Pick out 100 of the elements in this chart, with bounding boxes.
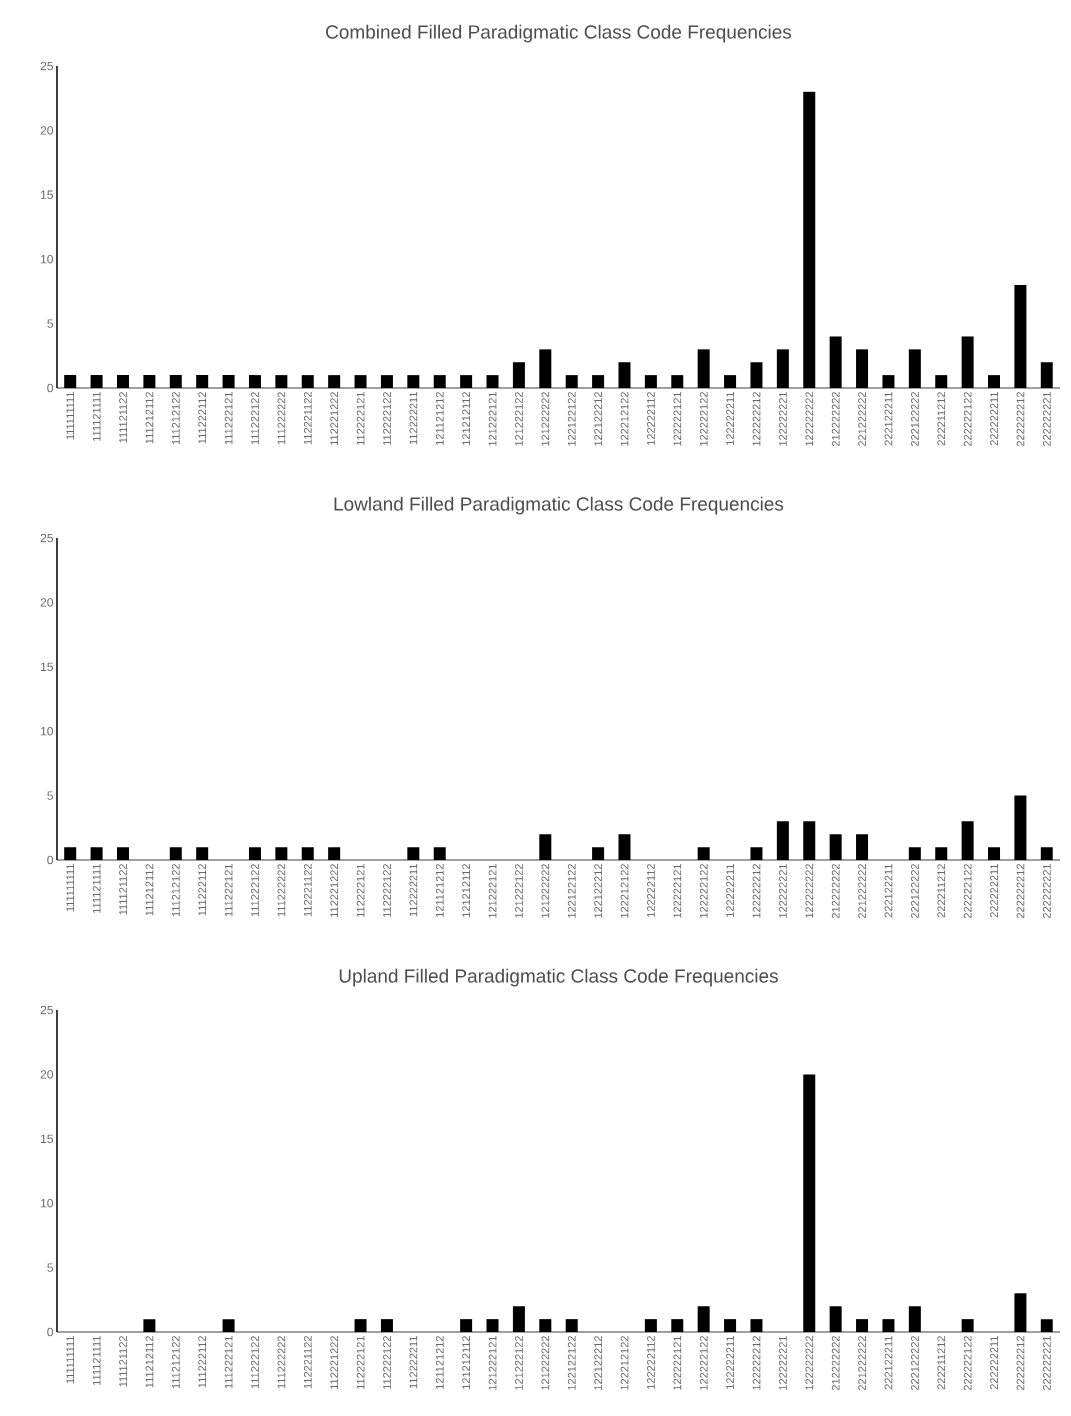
y-tick-label: 25 <box>40 533 53 543</box>
x-tick-label: 122122122 <box>567 1336 576 1390</box>
bar <box>222 1319 235 1333</box>
x-tick-label: 111111111 <box>66 1336 74 1384</box>
x-tick-label: 121222122 <box>515 392 523 446</box>
x-tick-label: 121222222 <box>541 864 550 918</box>
bar <box>856 834 869 861</box>
bar <box>961 336 974 388</box>
bar <box>908 847 921 861</box>
x-tick-label: 122222121 <box>673 392 682 446</box>
bar <box>486 1319 499 1333</box>
bar <box>64 847 77 861</box>
bar <box>90 375 103 388</box>
bar <box>776 349 789 388</box>
x-tick-label: 111222112 <box>198 392 207 444</box>
x-tick-label: 221222222 <box>858 864 866 919</box>
x-tick-label: 111222222 <box>277 864 286 917</box>
bar <box>143 1319 156 1333</box>
x-tick-label: 111212112 <box>145 1336 154 1388</box>
x-tick-label: 222211212 <box>937 1336 946 1390</box>
bar <box>248 375 261 388</box>
x-tick-label: 122222222 <box>805 1336 814 1390</box>
bar <box>460 1319 473 1333</box>
x-tick-label: 221222222 <box>858 392 866 447</box>
x-tick-label: 112222122 <box>383 1336 391 1389</box>
x-tick-label: 112221222 <box>330 864 338 917</box>
bar <box>512 1306 525 1333</box>
x-tick-label: 111111111 <box>66 864 74 912</box>
bar <box>1040 362 1053 388</box>
y-tick-label: 5 <box>47 1263 53 1272</box>
x-tick-label: 111212122 <box>171 864 180 917</box>
bar <box>407 375 420 388</box>
x-tick-label: 112222211 <box>409 1336 418 1389</box>
x-tick-label: 112221222 <box>330 1336 338 1389</box>
bar <box>328 847 341 861</box>
bar <box>539 1319 552 1333</box>
x-tick-label: 222222211 <box>990 864 998 918</box>
x-tick-label: 122222222 <box>805 392 814 446</box>
x-tick-label: 122212122 <box>620 864 629 918</box>
bar <box>64 375 77 388</box>
bar <box>908 1306 921 1333</box>
x-tick-label: 222122222 <box>911 864 919 919</box>
bar <box>644 1319 657 1333</box>
x-tick-label: 222122211 <box>884 392 893 446</box>
y-tick-label: 10 <box>41 254 53 264</box>
x-tick-label: 111121122 <box>119 864 127 915</box>
x-tick-label: 222222122 <box>963 864 972 919</box>
bar <box>196 847 209 861</box>
bar <box>697 1306 710 1333</box>
bar <box>354 1319 367 1333</box>
bar <box>1014 1293 1027 1333</box>
y-tick-label: 0 <box>47 855 53 865</box>
x-tick-label: 121222122 <box>515 1336 523 1390</box>
x-tick-label: 121212112 <box>462 392 470 445</box>
bar <box>724 1319 737 1333</box>
bar <box>116 375 129 388</box>
x-tick-label: 112222121 <box>356 1336 365 1389</box>
bar <box>961 821 974 861</box>
bar <box>829 336 842 388</box>
bar <box>1040 1319 1053 1333</box>
bar <box>169 847 182 861</box>
x-tick-label: 111121111 <box>92 864 101 913</box>
x-tick-label: 112222211 <box>409 864 418 917</box>
y-tick-label: 15 <box>41 1134 53 1143</box>
bar <box>671 375 684 388</box>
bar <box>196 375 209 388</box>
x-tick-label: 122222211 <box>726 392 734 445</box>
x-tick-label: 111121111 <box>92 392 101 441</box>
x-tick-label: 122222221 <box>779 1336 787 1390</box>
x-tick-label: 112221222 <box>330 392 338 445</box>
x-tick-label: 111212112 <box>145 392 154 444</box>
x-tick-label: 111121122 <box>119 1336 127 1387</box>
bar <box>354 375 367 388</box>
x-tick-label: 111222112 <box>198 1336 207 1388</box>
bar <box>750 1319 763 1333</box>
x-tick-label: 111212122 <box>171 1336 180 1389</box>
bar <box>433 375 446 388</box>
x-tick-label: 222211212 <box>937 392 946 446</box>
x-tick-label: 122122212 <box>594 1336 602 1390</box>
bar <box>539 349 552 388</box>
bar <box>380 375 393 388</box>
y-tick-label: 25 <box>40 1005 53 1015</box>
bar <box>935 847 948 861</box>
bar <box>116 847 129 861</box>
bar <box>618 834 631 861</box>
bar <box>90 847 103 861</box>
bar <box>1040 847 1053 861</box>
bar <box>856 1319 869 1333</box>
x-tick-label: 222222122 <box>963 1336 972 1391</box>
bar <box>222 375 235 388</box>
x-tick-label: 122222221 <box>779 392 787 446</box>
bar <box>301 375 314 388</box>
x-tick-label: 122122122 <box>567 864 576 918</box>
bar <box>539 834 552 861</box>
x-tick-label: 122222211 <box>726 864 734 917</box>
x-tick-label: 122122122 <box>567 392 576 446</box>
x-tick-label: 111212112 <box>145 864 154 916</box>
x-tick-label: 112221122 <box>303 864 312 917</box>
bar <box>433 847 446 861</box>
bar <box>301 847 314 861</box>
